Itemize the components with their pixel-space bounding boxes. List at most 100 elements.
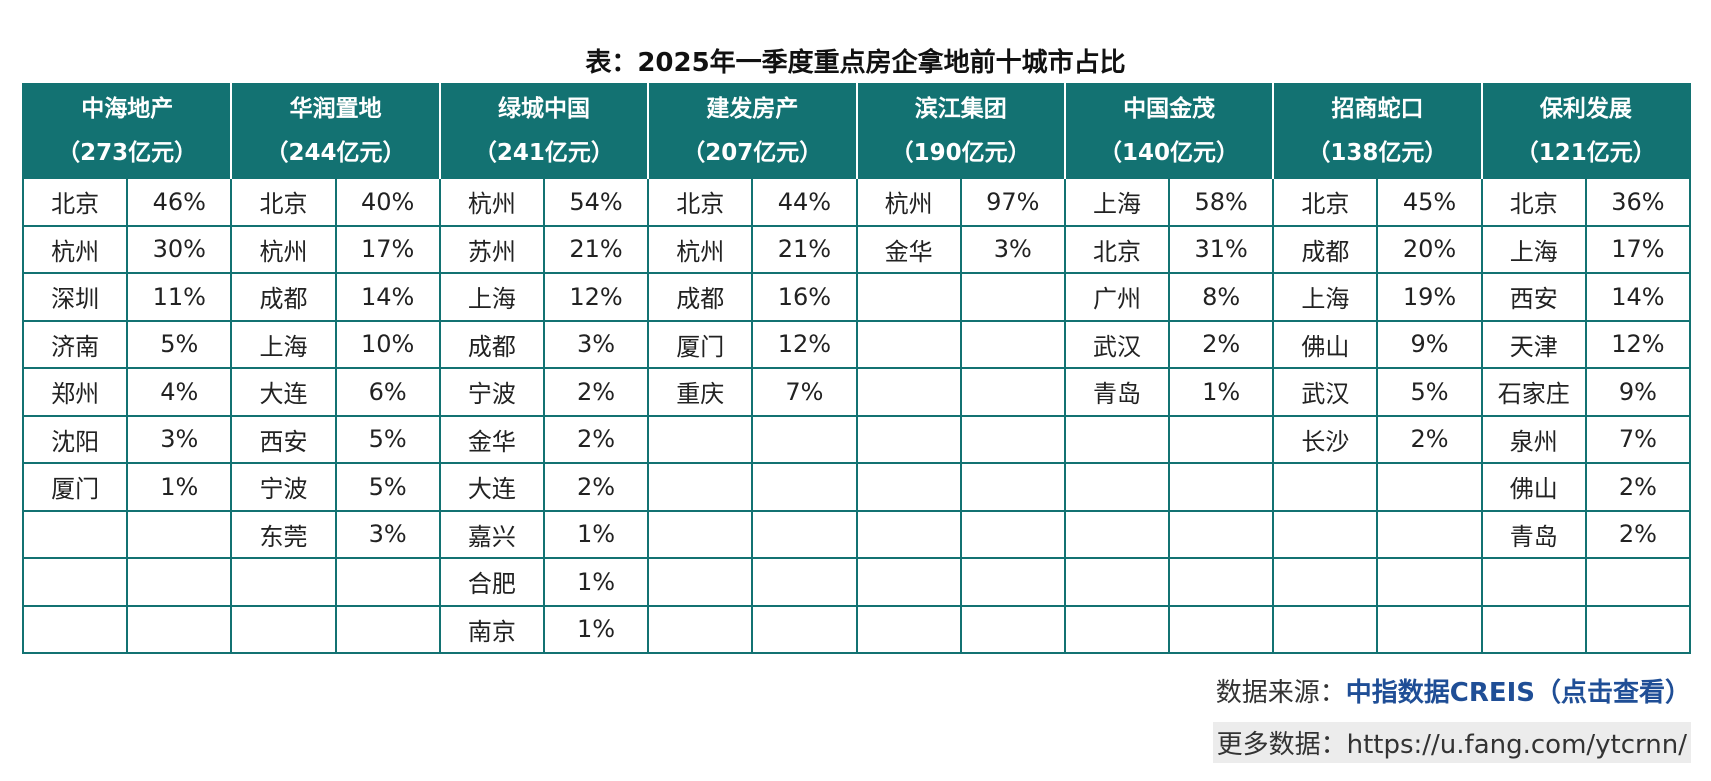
city-cell [1480, 557, 1587, 607]
table-row: 沈阳 3% 西安 5% 金华 2% 长沙 2% 泉州 7% [21, 414, 1692, 464]
share-cell [1168, 604, 1275, 654]
share-cell: 7% [1584, 414, 1692, 464]
company-header: 滨江集团 （190亿元） [855, 84, 1065, 178]
share-cell: 30% [126, 224, 233, 274]
share-cell: 2% [542, 367, 650, 417]
city-cell: 杭州 [647, 224, 754, 274]
company-header: 中国金茂 （140亿元） [1063, 84, 1274, 178]
share-cell: 2% [542, 462, 650, 512]
company-name: 中国金茂 [1123, 96, 1216, 122]
company-amount: （273亿元） [57, 140, 198, 166]
city-cell [1272, 462, 1379, 512]
share-cell: 1% [542, 604, 650, 654]
city-cell [21, 604, 129, 654]
share-cell: 5% [126, 319, 233, 369]
company-amount: （138亿元） [1307, 140, 1448, 166]
more-url[interactable]: https://u.fang.com/ytcrnn/ [1346, 730, 1687, 760]
share-cell [959, 604, 1066, 654]
company-amount: （241亿元） [473, 140, 614, 166]
company-header: 绿城中国 （241亿元） [438, 84, 649, 178]
share-cell [751, 414, 858, 464]
share-cell [959, 319, 1066, 369]
company-header: 中海地产 （273亿元） [23, 84, 232, 178]
company-amount: （190亿元） [890, 140, 1031, 166]
company-name: 招商蛇口 [1331, 96, 1424, 122]
share-cell: 7% [751, 367, 858, 417]
city-cell: 成都 [647, 272, 754, 322]
share-cell [751, 509, 858, 559]
share-cell [751, 604, 858, 654]
share-cell [959, 272, 1066, 322]
city-cell: 成都 [438, 319, 545, 369]
company-amount: （121亿元） [1515, 140, 1656, 166]
share-cell [959, 462, 1066, 512]
company-name: 绿城中国 [497, 96, 590, 122]
share-cell: 9% [1584, 367, 1692, 417]
share-cell: 21% [751, 224, 858, 274]
city-cell: 郑州 [21, 367, 129, 417]
city-cell [647, 414, 754, 464]
share-cell [959, 509, 1066, 559]
city-cell [855, 272, 962, 322]
city-cell [1063, 414, 1171, 464]
share-cell: 97% [959, 177, 1066, 227]
share-cell: 21% [542, 224, 650, 274]
share-cell [126, 604, 233, 654]
share-cell: 46% [126, 177, 233, 227]
city-cell: 广州 [1063, 272, 1171, 322]
city-cell: 青岛 [1480, 509, 1587, 559]
share-cell: 2% [1584, 509, 1692, 559]
share-cell [1376, 604, 1483, 654]
share-cell: 5% [1376, 367, 1483, 417]
source-label: 数据来源： [1215, 678, 1346, 708]
city-cell: 杭州 [855, 177, 962, 227]
city-cell: 长沙 [1272, 414, 1379, 464]
company-header: 建发房产 （207亿元） [647, 84, 857, 178]
share-cell: 2% [542, 414, 650, 464]
share-cell: 3% [334, 509, 441, 559]
table-row: 济南 5% 上海 10% 成都 3% 厦门 12% 武汉 2% 佛山 9% 天津 12% [21, 319, 1692, 369]
share-cell: 9% [1376, 319, 1483, 369]
city-cell: 杭州 [438, 177, 545, 227]
table-row: 郑州 4% 大连 6% 宁波 2% 重庆 7% 青岛 1% 武汉 5% 石家庄 9% [21, 367, 1692, 417]
city-cell: 成都 [230, 272, 337, 322]
share-cell: 12% [751, 319, 858, 369]
city-cell: 北京 [230, 177, 337, 227]
city-cell [855, 414, 962, 464]
source-link[interactable]: 中指数据CREIS（点击查看） [1345, 678, 1691, 708]
city-cell: 北京 [1272, 177, 1379, 227]
share-cell [959, 414, 1066, 464]
share-cell [334, 604, 441, 654]
city-cell [230, 604, 337, 654]
source-line: 数据来源：中指数据CREIS（点击查看） [1216, 672, 1691, 709]
share-cell: 20% [1376, 224, 1483, 274]
share-cell: 19% [1376, 272, 1483, 322]
share-cell: 8% [1168, 272, 1275, 322]
share-cell: 31% [1168, 224, 1275, 274]
share-cell: 6% [334, 367, 441, 417]
city-cell: 深圳 [21, 272, 129, 322]
company-header: 招商蛇口 （138亿元） [1272, 84, 1482, 178]
city-cell: 北京 [21, 177, 129, 227]
share-cell: 12% [1584, 319, 1692, 369]
city-cell: 上海 [1480, 224, 1587, 274]
city-cell [21, 509, 129, 559]
city-cell [1063, 462, 1171, 512]
company-name: 华润置地 [289, 96, 382, 122]
company-amount: （140亿元） [1099, 140, 1240, 166]
city-cell: 成都 [1272, 224, 1379, 274]
table-row: 北京 46% 北京 40% 杭州 54% 北京 44% 杭州 97% 上海 58% 北京 45% 北京 36% [21, 177, 1692, 227]
city-cell: 东莞 [230, 509, 337, 559]
table-row: 厦门 1% 宁波 5% 大连 2% 佛山 2% [21, 462, 1692, 512]
city-cell: 杭州 [21, 224, 129, 274]
city-cell: 北京 [647, 177, 754, 227]
share-cell: 3% [959, 224, 1066, 274]
table-title: 表：2025年一季度重点房企拿地前十城市占比 [585, 48, 1126, 78]
share-cell [1584, 604, 1692, 654]
city-cell: 上海 [438, 272, 545, 322]
share-cell: 17% [1584, 224, 1692, 274]
share-cell: 45% [1376, 177, 1483, 227]
share-cell: 2% [1168, 319, 1275, 369]
land-acquisition-table: 中海地产 （273亿元） 华润置地 （244亿元） 绿城中国 （241亿元） 建发房产 （20… [21, 83, 1692, 654]
more-data-line: 更多数据：https://u.fang.com/ytcrnn/ [1212, 722, 1691, 763]
